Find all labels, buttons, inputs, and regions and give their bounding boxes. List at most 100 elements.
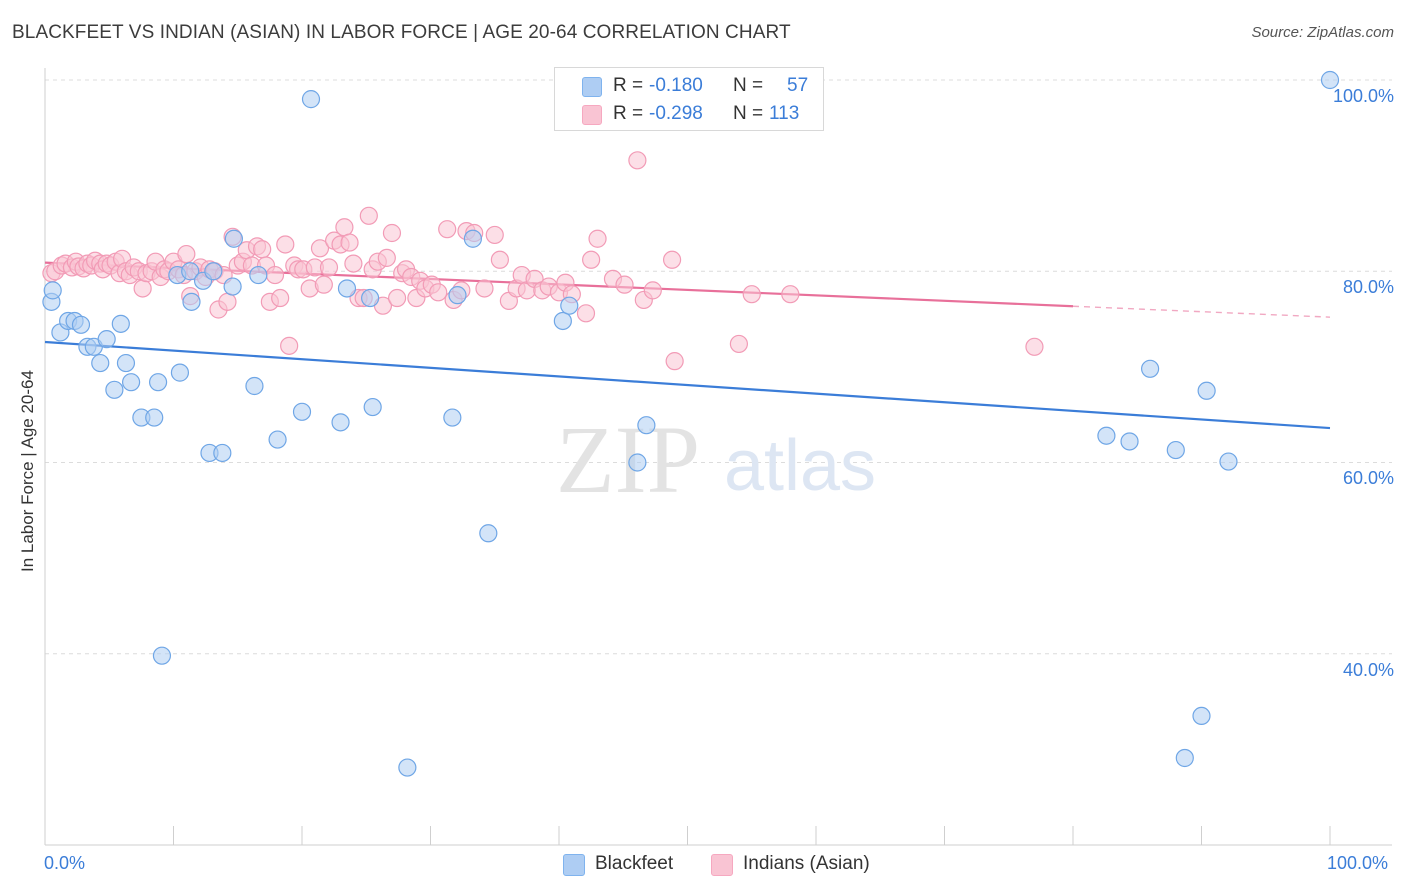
data-point-blackfeet [448, 286, 467, 305]
data-point-indians-asian- [662, 250, 682, 269]
data-point-indians-asian- [729, 334, 749, 354]
legend-label-blackfeet: Blackfeet [595, 853, 674, 874]
data-point-blackfeet [1192, 706, 1211, 726]
data-point-indians-asian- [588, 229, 607, 248]
data-point-indians-asian- [280, 336, 299, 355]
data-point-blackfeet [560, 296, 579, 315]
data-point-indians-asian- [335, 218, 354, 237]
data-point-blackfeet [637, 416, 656, 435]
data-point-indians-asian- [265, 265, 285, 285]
stats-box: R = -0.180 N = 57 R = -0.298 N = 113 [554, 67, 824, 131]
watermark-zip: ZIP [556, 406, 700, 513]
data-point-indians-asian- [490, 250, 509, 269]
data-point-indians-asian- [429, 283, 448, 302]
data-point-indians-asian- [382, 223, 402, 243]
data-point-indians-asian- [314, 275, 333, 294]
data-point-blackfeet [224, 229, 243, 248]
data-point-blackfeet [116, 353, 136, 373]
data-point-indians-asian- [310, 239, 330, 258]
data-point-blackfeet [43, 281, 62, 300]
data-point-blackfeet [1097, 426, 1116, 445]
data-point-blackfeet [292, 402, 312, 421]
data-point-blackfeet [1166, 440, 1185, 460]
data-point-blackfeet [1175, 748, 1194, 768]
data-point-blackfeet [145, 408, 164, 427]
data-point-blackfeet [443, 408, 462, 427]
data-point-indians-asian- [387, 288, 407, 308]
data-point-indians-asian- [438, 220, 457, 239]
grid-lines [45, 79, 1392, 655]
data-point-indians-asian- [177, 244, 196, 264]
data-point-indians-asian- [377, 248, 396, 267]
r-value: -0.298 [649, 103, 703, 124]
data-point-blackfeet [301, 90, 321, 109]
data-point-blackfeet [121, 373, 141, 392]
n-value: 113 [769, 103, 800, 124]
watermark-atlas: atlas [724, 426, 876, 506]
y-axis-label: In Labor Force | Age 20-64 [18, 370, 37, 572]
data-point-indians-asian- [665, 352, 684, 371]
data-point-blackfeet [628, 453, 647, 472]
data-point-blackfeet [268, 430, 287, 449]
data-point-blackfeet [245, 376, 264, 396]
y-tick-label-40: 40.0% [1342, 660, 1394, 680]
data-point-indians-asian- [276, 235, 295, 254]
n-value: 57 [787, 75, 809, 96]
data-point-blackfeet [71, 315, 91, 334]
data-point-indians-asian- [319, 258, 339, 277]
axes [44, 68, 1392, 846]
data-point-indians-asian- [485, 225, 504, 245]
data-point-blackfeet [152, 646, 172, 665]
data-point-indians-asian- [253, 240, 272, 259]
data-point-blackfeet [97, 330, 116, 349]
data-point-blackfeet [1197, 381, 1216, 400]
data-point-blackfeet [337, 279, 357, 298]
data-point-blackfeet [213, 443, 232, 463]
blackfeet-swatch [582, 77, 602, 97]
y-tick-label-60: 60.0% [1342, 468, 1394, 488]
data-point-blackfeet [204, 262, 223, 281]
data-point-blackfeet [1140, 359, 1160, 378]
data-point-blackfeet [331, 413, 350, 432]
data-point-blackfeet [148, 373, 168, 392]
trend-line-blackfeet [44, 340, 1331, 430]
legend-label-indians-asian: Indians (Asian) [743, 853, 870, 874]
data-point-blackfeet [1320, 70, 1340, 90]
data-point-indians-asian- [133, 279, 152, 298]
data-point-blackfeet [553, 311, 572, 331]
chart-title: BLACKFEET VS INDIAN (ASIAN) IN LABOR FOR… [12, 22, 791, 43]
data-point-indians-asian- [344, 254, 363, 273]
data-point-indians-asian- [271, 288, 290, 308]
data-point-blackfeet [1120, 432, 1139, 451]
data-point-indians-asian- [742, 285, 761, 304]
data-point-indians-asian- [340, 233, 359, 252]
data-point-blackfeet [363, 397, 382, 417]
data-point-blackfeet [398, 758, 417, 777]
indians-asian-swatch [582, 105, 602, 125]
data-point-indians-asian- [628, 151, 647, 170]
y-tick-label-100: 100.0% [1332, 86, 1394, 106]
source-label: Source: ZipAtlas.com [1251, 24, 1394, 41]
watermark: ZIP atlas [556, 406, 876, 513]
legend-swatch-indians-asian [711, 854, 733, 876]
data-point-blackfeet [1219, 452, 1238, 471]
data-point-blackfeet [170, 363, 190, 382]
data-point-indians-asian- [218, 292, 237, 311]
x-tick-label-0: 0.0% [44, 853, 86, 873]
data-point-blackfeet [479, 524, 498, 543]
x-tick-label-100: 100.0% [1327, 853, 1389, 873]
data-points [42, 70, 1340, 777]
data-point-blackfeet [182, 292, 201, 311]
data-point-blackfeet [111, 314, 130, 333]
data-point-indians-asian- [643, 281, 662, 300]
r-value: -0.180 [649, 75, 703, 96]
legend: Blackfeet Indians (Asian) [0, 852, 1406, 878]
data-point-indians-asian- [781, 285, 800, 304]
data-point-blackfeet [223, 277, 242, 296]
trend-line-extension [1072, 305, 1331, 318]
data-point-indians-asian- [615, 275, 634, 294]
data-point-blackfeet [105, 380, 124, 399]
r-label: R = [613, 103, 644, 124]
y-tick-label-80: 80.0% [1342, 277, 1394, 297]
